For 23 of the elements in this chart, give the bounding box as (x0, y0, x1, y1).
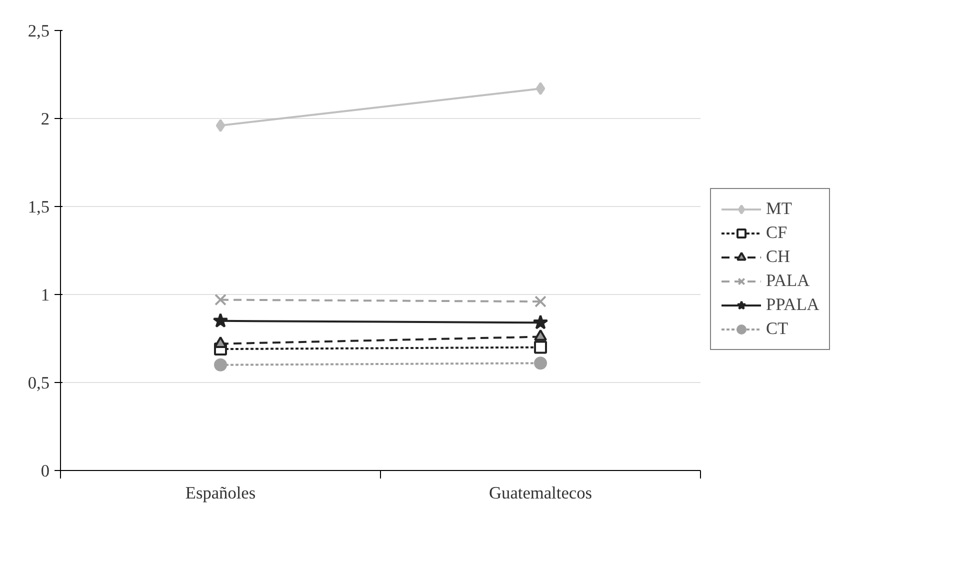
point (214, 294, 226, 306)
point (212, 312, 228, 328)
point (214, 358, 227, 372)
point (534, 296, 546, 308)
legend-label: PPALA (766, 295, 820, 315)
legend-label: CF (766, 223, 788, 243)
y-tick-label: 0,5 (28, 374, 50, 392)
x-tick-label: Españoles (185, 484, 256, 502)
point (534, 356, 547, 370)
point (534, 340, 547, 354)
point (532, 314, 548, 330)
legend-label: MT (766, 199, 792, 219)
legend-label: CH (766, 247, 790, 267)
y-tick-label: 2 (40, 110, 50, 128)
legend-label: PALA (766, 271, 810, 291)
y-tick-label: 0 (40, 462, 50, 480)
point (216, 119, 226, 132)
y-tick-label: 1,5 (28, 198, 50, 216)
x-tick-label: Guatemaltecos (489, 484, 592, 502)
y-tick-label: 1 (40, 286, 50, 304)
y-tick-label: 2,5 (28, 22, 50, 40)
legend-label: CT (766, 319, 788, 339)
point (536, 82, 546, 96)
